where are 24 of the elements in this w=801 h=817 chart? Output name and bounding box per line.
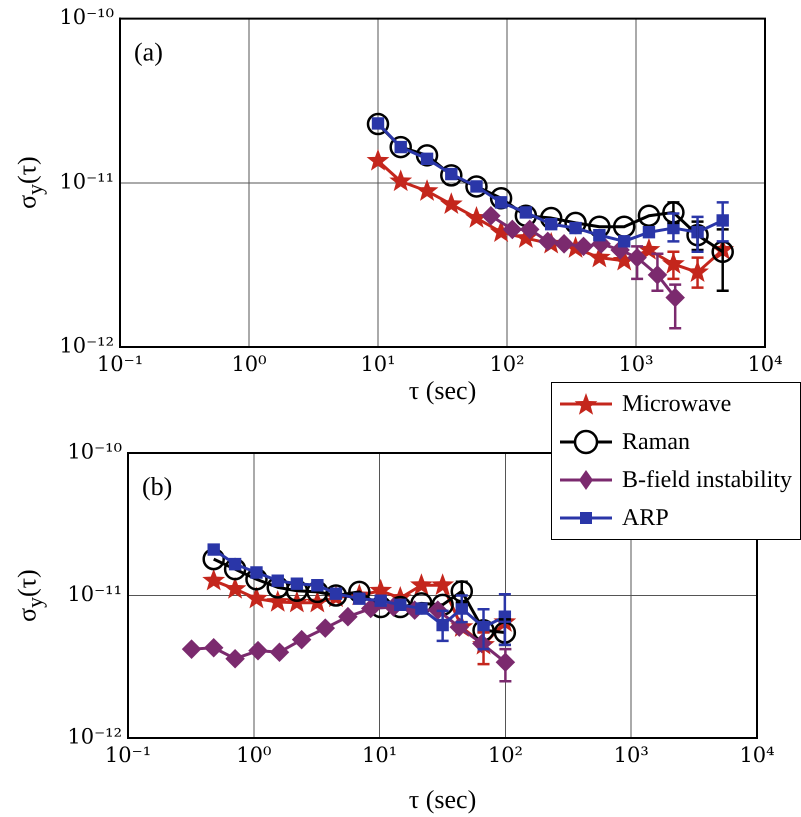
x-tick-label: 10⁰: [236, 743, 272, 768]
x-tick-label: 10¹: [360, 352, 396, 376]
legend-label: ARP: [622, 504, 669, 532]
y-tick-label: 10⁻¹⁰: [59, 5, 114, 30]
x-axis-title: τ (sec): [408, 376, 476, 406]
annotation: (b): [142, 472, 172, 501]
y-tick-label: 10⁻¹⁰: [67, 439, 122, 464]
x-tick-label: 10⁴: [739, 743, 775, 768]
x-tick-label: 10⁰: [231, 352, 267, 376]
legend-label: B-field instability: [622, 466, 792, 494]
x-tick-label: 10¹: [362, 743, 398, 768]
x-tick-label: 10³: [618, 352, 654, 376]
y-tick-label: 10⁻¹¹: [67, 582, 122, 606]
x-axis-title: τ (sec): [408, 785, 476, 814]
x-tick-label: 10⁴: [747, 352, 783, 376]
x-tick-label: 10²: [488, 743, 523, 768]
x-tick-label: 10⁻¹: [96, 352, 144, 376]
x-tick-label: 10³: [614, 743, 649, 768]
x-tick-label: 10⁻¹: [104, 743, 152, 768]
annotation: (a): [134, 37, 163, 66]
y-tick-label: 10⁻¹¹: [59, 169, 114, 194]
legend-label: Microwave: [622, 390, 732, 418]
legend-label: Raman: [622, 428, 690, 456]
x-tick-label: 10²: [489, 352, 525, 376]
